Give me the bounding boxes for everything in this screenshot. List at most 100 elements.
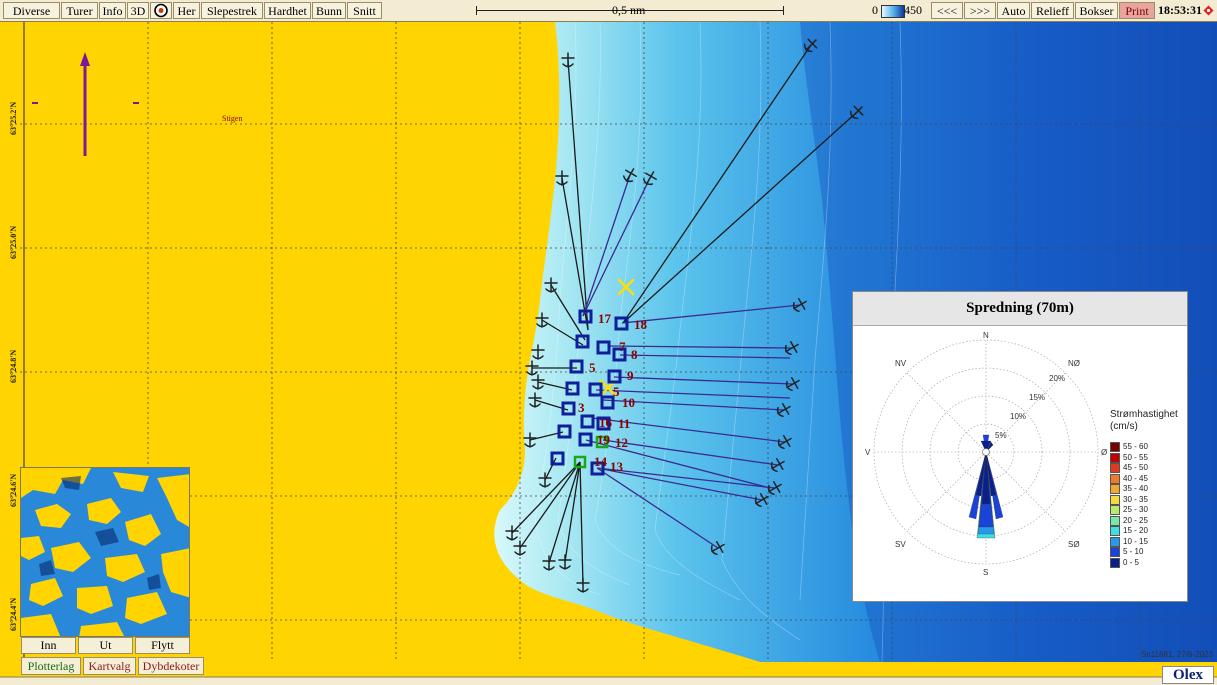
current-rose-chart: N NØ Ø SØ S SV V NV 5% 10% 15% 20% bbox=[865, 331, 1107, 577]
zoom-out-button[interactable]: Ut bbox=[78, 637, 133, 654]
direction-label: N bbox=[983, 331, 989, 340]
legend-swatch bbox=[1110, 547, 1120, 557]
direction-label: SØ bbox=[1068, 540, 1080, 549]
direction-label: NV bbox=[895, 359, 907, 368]
snitt-button[interactable]: Snitt bbox=[347, 2, 382, 19]
legend-label: 35 - 40 bbox=[1123, 484, 1148, 494]
auto-button[interactable]: Auto bbox=[997, 2, 1030, 19]
drift-tracks bbox=[511, 44, 858, 586]
legend-swatch bbox=[1110, 515, 1120, 526]
station-number: 17 bbox=[598, 311, 612, 326]
legend-swatch bbox=[1110, 526, 1120, 536]
legend-swatch bbox=[1110, 484, 1120, 494]
depth-scale-max: 450 bbox=[904, 3, 922, 17]
3d-button[interactable]: 3D bbox=[127, 2, 149, 19]
legend-item: 20 - 25 bbox=[1110, 515, 1148, 527]
print-button[interactable]: Print bbox=[1119, 2, 1155, 19]
top-toolbar: Diverse Turer Info 3D Her Slepestrek Har… bbox=[0, 0, 1217, 22]
legend-item: 5 - 10 bbox=[1110, 547, 1143, 558]
record-indicator-icon[interactable] bbox=[1203, 5, 1214, 16]
station-number: 13 bbox=[610, 459, 624, 474]
bottom-ruler bbox=[0, 677, 1217, 685]
station-number: 5 bbox=[589, 360, 596, 375]
legend-label: 25 - 30 bbox=[1123, 505, 1148, 515]
current-rose-panel[interactable]: Spredning (70m) N bbox=[852, 291, 1188, 602]
depth-scale-min: 0 bbox=[872, 3, 878, 17]
scale-bar bbox=[476, 10, 784, 11]
rose-title: Spredning (70m) bbox=[853, 292, 1187, 326]
legend-label: 30 - 35 bbox=[1123, 494, 1148, 504]
relieff-button[interactable]: Relieff bbox=[1031, 2, 1074, 19]
station-number: 19 bbox=[597, 432, 611, 447]
legend-swatch bbox=[1110, 463, 1120, 473]
overview-minimap[interactable] bbox=[20, 467, 190, 637]
station-number: 10 bbox=[622, 395, 635, 410]
direction-label: Ø bbox=[1101, 448, 1107, 457]
bokser-button[interactable]: Bokser bbox=[1075, 2, 1118, 19]
legend-item: 30 - 35 bbox=[1110, 494, 1148, 506]
legend-swatch bbox=[1110, 536, 1120, 547]
station-number: 14 bbox=[594, 454, 608, 469]
tab-plotterlag[interactable]: Plotterlag bbox=[21, 657, 81, 675]
latitude-label: 63°24.4'N bbox=[9, 598, 18, 631]
legend-label: 20 - 25 bbox=[1123, 515, 1148, 525]
legend-item: 50 - 55 bbox=[1110, 452, 1148, 464]
clock: 18:53:31 bbox=[1158, 3, 1202, 17]
latitude-label: 63°25.0'N bbox=[9, 226, 18, 259]
station-number: 16 bbox=[599, 415, 613, 430]
legend-item: 15 - 20 bbox=[1110, 526, 1148, 537]
direction-label: SV bbox=[895, 540, 906, 549]
active-station-markers[interactable] bbox=[573, 435, 609, 469]
scale-label: 0,5 nm bbox=[612, 3, 646, 17]
legend-label: 15 - 20 bbox=[1123, 526, 1148, 536]
station-markers[interactable] bbox=[550, 309, 629, 476]
ring-label: 15% bbox=[1029, 393, 1045, 402]
station-number: 8 bbox=[631, 347, 638, 362]
station-number: 11 bbox=[618, 416, 630, 431]
station-number: 7 bbox=[619, 339, 626, 354]
compass-icon[interactable] bbox=[150, 2, 172, 19]
legend-swatch bbox=[1110, 505, 1120, 515]
tab-kartvalg[interactable]: Kartvalg bbox=[83, 657, 136, 675]
legend-item: 55 - 60 bbox=[1110, 442, 1148, 453]
forward-button[interactable]: >>> bbox=[964, 2, 996, 19]
rose-center bbox=[982, 448, 990, 456]
depth-color-scale[interactable] bbox=[881, 5, 905, 18]
station-number: 9 bbox=[627, 368, 634, 383]
station-number: 12 bbox=[615, 435, 628, 450]
legend-item: 10 - 15 bbox=[1110, 536, 1148, 548]
station-number: 3 bbox=[578, 400, 585, 415]
latitude-label: 63°24.8'N bbox=[9, 350, 18, 383]
direction-label: V bbox=[865, 448, 871, 457]
legend-item: 40 - 45 bbox=[1110, 473, 1148, 485]
chart-credit: Sn11681, 27/6-2023 bbox=[1141, 650, 1213, 659]
slepestrek-button[interactable]: Slepestrek bbox=[201, 2, 263, 19]
bunn-button[interactable]: Bunn bbox=[312, 2, 346, 19]
legend-label: 40 - 45 bbox=[1123, 473, 1148, 483]
scale-tick bbox=[783, 6, 784, 15]
legend-swatch bbox=[1110, 473, 1120, 484]
zoom-in-button[interactable]: Inn bbox=[21, 637, 76, 654]
station-number: 18 bbox=[634, 317, 648, 332]
direction-label: S bbox=[983, 568, 988, 577]
legend-unit: (cm/s) bbox=[1110, 421, 1138, 432]
tab-dybdekoter[interactable]: Dybdekoter bbox=[138, 657, 204, 675]
legend-item: 0 - 5 bbox=[1110, 557, 1139, 569]
diverse-button[interactable]: Diverse bbox=[3, 2, 60, 19]
her-button[interactable]: Her bbox=[173, 2, 200, 19]
hardhet-button[interactable]: Hardhet bbox=[264, 2, 311, 19]
scale-tick bbox=[476, 6, 477, 15]
move-button[interactable]: Flytt bbox=[135, 637, 190, 654]
info-button[interactable]: Info bbox=[99, 2, 126, 19]
legend-label: 45 - 50 bbox=[1123, 463, 1148, 473]
legend-item: 45 - 50 bbox=[1110, 463, 1148, 474]
direction-label: NØ bbox=[1068, 359, 1080, 368]
legend-swatch bbox=[1110, 452, 1120, 463]
legend-swatch bbox=[1110, 494, 1120, 505]
legend-label: 10 - 15 bbox=[1123, 536, 1148, 546]
legend-swatch bbox=[1110, 557, 1120, 568]
turer-button[interactable]: Turer bbox=[61, 2, 98, 19]
rose-sectors bbox=[968, 434, 1004, 539]
latitude-label: 63°25.2'N bbox=[9, 102, 18, 135]
back-button[interactable]: <<< bbox=[931, 2, 963, 19]
